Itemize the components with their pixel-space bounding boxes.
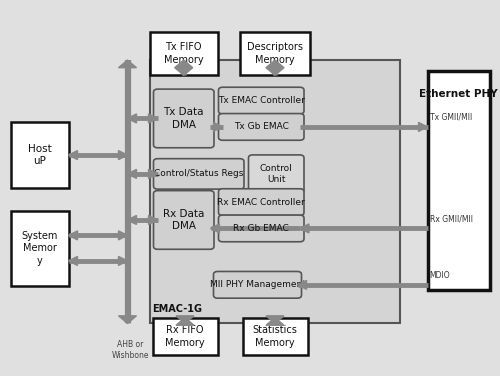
Text: Control
Unit: Control Unit: [260, 164, 292, 184]
Text: Ethernet PHY: Ethernet PHY: [420, 89, 498, 99]
Polygon shape: [128, 114, 136, 123]
Polygon shape: [148, 169, 158, 179]
Text: Rx GMII/MII: Rx GMII/MII: [430, 215, 472, 223]
Polygon shape: [118, 150, 128, 159]
Polygon shape: [266, 60, 284, 68]
Bar: [152, 318, 218, 355]
Bar: [150, 32, 218, 75]
Polygon shape: [128, 215, 136, 224]
Text: Statistics
Memory: Statistics Memory: [252, 325, 298, 348]
Text: Tx Data
DMA: Tx Data DMA: [164, 107, 204, 130]
Bar: [150, 60, 400, 323]
FancyBboxPatch shape: [218, 189, 304, 215]
Polygon shape: [266, 68, 284, 75]
Text: MDIO: MDIO: [430, 271, 450, 280]
Polygon shape: [418, 123, 428, 132]
FancyBboxPatch shape: [248, 155, 304, 193]
FancyBboxPatch shape: [218, 87, 304, 114]
Bar: [240, 32, 310, 75]
Polygon shape: [118, 316, 136, 323]
Polygon shape: [176, 316, 194, 323]
Polygon shape: [175, 68, 193, 75]
FancyBboxPatch shape: [214, 271, 302, 298]
Text: System
Memor
y: System Memor y: [22, 231, 58, 265]
Text: Host
uP: Host uP: [28, 144, 52, 166]
Polygon shape: [148, 215, 158, 224]
Polygon shape: [68, 231, 78, 240]
Text: Rx Data
DMA: Rx Data DMA: [163, 209, 204, 231]
FancyBboxPatch shape: [218, 215, 304, 242]
Text: Rx FIFO
Memory: Rx FIFO Memory: [165, 325, 205, 348]
Text: Descriptors
Memory: Descriptors Memory: [247, 42, 303, 65]
Polygon shape: [128, 169, 136, 179]
Polygon shape: [118, 60, 136, 68]
Text: EMAC-1G: EMAC-1G: [152, 304, 202, 314]
Text: Rx EMAC Controller: Rx EMAC Controller: [218, 198, 305, 206]
Text: Control/Status Regs: Control/Status Regs: [154, 170, 244, 178]
Polygon shape: [266, 316, 284, 323]
Text: MII PHY Management: MII PHY Management: [210, 280, 306, 289]
Text: Tx FIFO
Memory: Tx FIFO Memory: [164, 42, 203, 65]
Text: Tx GMII/MII: Tx GMII/MII: [430, 113, 472, 122]
Polygon shape: [214, 123, 222, 132]
Polygon shape: [300, 224, 309, 233]
Polygon shape: [148, 114, 158, 123]
Text: Tx EMAC Controller: Tx EMAC Controller: [218, 96, 304, 105]
Polygon shape: [118, 256, 128, 265]
Bar: [11, 122, 68, 188]
Bar: [242, 318, 308, 355]
Polygon shape: [68, 150, 78, 159]
FancyBboxPatch shape: [154, 89, 214, 148]
Polygon shape: [210, 224, 220, 233]
Text: AHB or
Wishbone: AHB or Wishbone: [111, 340, 149, 360]
Text: Tx Gb EMAC: Tx Gb EMAC: [234, 123, 288, 131]
Polygon shape: [176, 318, 194, 325]
Polygon shape: [68, 256, 78, 265]
Polygon shape: [298, 280, 306, 290]
Text: Rx Gb EMAC: Rx Gb EMAC: [234, 224, 289, 233]
Polygon shape: [175, 60, 193, 68]
Bar: [428, 71, 490, 290]
FancyBboxPatch shape: [218, 114, 304, 140]
Polygon shape: [118, 231, 128, 240]
FancyBboxPatch shape: [154, 191, 214, 249]
FancyBboxPatch shape: [154, 159, 244, 189]
Polygon shape: [266, 318, 284, 325]
Bar: [11, 211, 68, 286]
